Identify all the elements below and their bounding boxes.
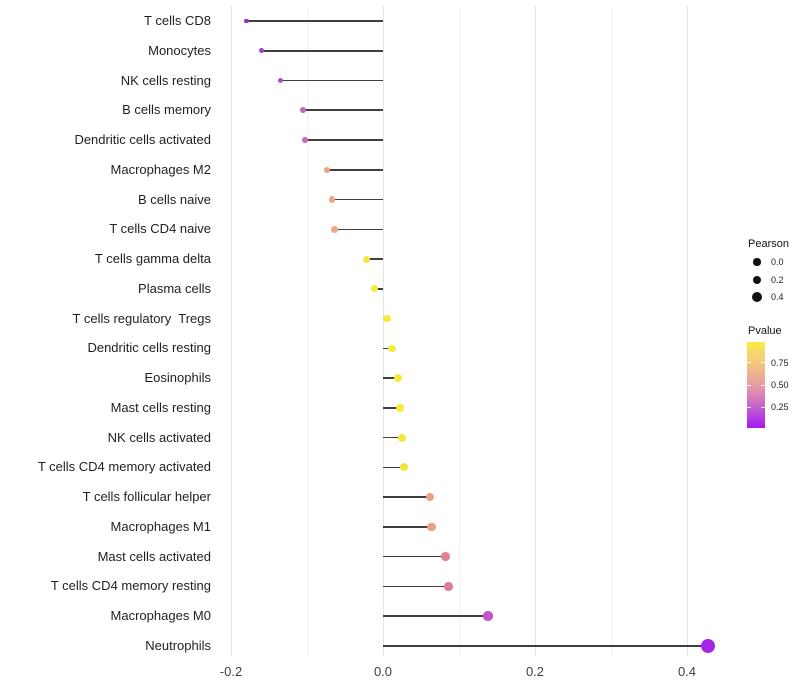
legend-size-label: 0.0 — [771, 257, 784, 267]
colorbar-tick — [747, 384, 751, 386]
lollipop-stick — [334, 228, 383, 231]
category-label: Neutrophils — [145, 637, 211, 653]
category-label: Eosinophils — [144, 370, 212, 386]
category-label: Plasma cells — [138, 280, 211, 296]
lollipop-stick — [332, 198, 383, 201]
x-tick-label: -0.2 — [219, 664, 243, 679]
data-point-dot — [483, 611, 493, 621]
category-label: NK cells activated — [107, 429, 211, 445]
lollipop-stick — [383, 585, 449, 588]
lollipop-stick — [261, 49, 383, 52]
lollipop-stick — [383, 466, 405, 469]
category-label: Dendritic cells activated — [74, 132, 211, 148]
data-point-dot — [243, 18, 249, 24]
lollipop-stick — [280, 79, 383, 82]
lollipop-stick — [383, 645, 709, 647]
category-label: Macrophages M1 — [110, 518, 211, 534]
category-label: Macrophages M0 — [110, 608, 211, 624]
data-point-dot — [362, 255, 370, 263]
legend-size-label: 0.4 — [771, 292, 784, 302]
category-label: Monocytes — [148, 42, 211, 58]
major-gridline — [534, 6, 536, 656]
x-tick-label: 0.2 — [525, 664, 545, 679]
category-label: Mast cells activated — [97, 548, 211, 564]
category-label: T cells CD4 naive — [109, 221, 211, 237]
category-label: T cells gamma delta — [94, 251, 211, 267]
data-point-dot — [258, 48, 264, 54]
category-label: Macrophages M2 — [110, 161, 211, 177]
data-point-dot — [371, 285, 379, 293]
category-label: T cells CD4 memory resting — [50, 578, 211, 594]
data-point-dot — [395, 404, 404, 412]
data-point-dot — [300, 107, 307, 114]
data-point-dot — [301, 137, 308, 143]
data-point-dot — [400, 463, 409, 472]
category-label: Dendritic cells resting — [87, 340, 211, 356]
legend-color-label: 0.25 — [771, 402, 789, 413]
colorbar-tick — [761, 362, 765, 364]
category-label: Mast cells resting — [110, 399, 211, 415]
colorbar-tick — [761, 406, 765, 408]
lollipop-stick — [303, 109, 383, 112]
lollipop-stick — [374, 288, 383, 290]
category-label: B cells naive — [138, 191, 211, 207]
data-point-dot — [323, 166, 330, 173]
legend-size-dot — [751, 291, 763, 303]
minor-gridline — [306, 6, 308, 656]
minor-gridline — [458, 6, 460, 656]
data-point-dot — [398, 433, 406, 442]
colorbar-tick — [747, 406, 751, 408]
legend-color-title: Pvalue — [748, 325, 782, 337]
pvalue-colorbar — [747, 342, 765, 428]
lollipop-stick — [366, 258, 383, 260]
data-point-dot — [701, 638, 716, 653]
category-label: B cells memory — [122, 102, 211, 118]
legend-color-label: 0.75 — [771, 357, 789, 368]
lollipop-stick — [383, 436, 402, 439]
x-tick-label: 0.4 — [677, 664, 697, 679]
major-gridline — [230, 6, 232, 656]
data-point-dot — [427, 522, 436, 532]
data-point-dot — [394, 374, 403, 382]
lollipop-stick — [383, 526, 432, 528]
legend-size-title: Pearson — [748, 238, 789, 250]
lollipop-stick — [383, 496, 431, 498]
legend-size-dot — [753, 258, 761, 266]
colorbar-tick — [761, 384, 765, 386]
lollipop-stick — [326, 169, 383, 171]
lollipop-stick — [383, 407, 400, 409]
lollipop-stick — [383, 615, 488, 617]
lollipop-stick — [246, 20, 383, 22]
category-label: T cells regulatory Tregs — [72, 310, 211, 326]
category-label: T cells CD8 — [144, 13, 211, 28]
colorbar-tick — [747, 362, 751, 364]
legend-size-label: 0.2 — [771, 275, 784, 285]
data-point-dot — [388, 344, 396, 353]
data-point-dot — [277, 77, 284, 84]
major-gridline — [686, 6, 688, 656]
category-label: T cells follicular helper — [82, 489, 211, 505]
lollipop-stick — [383, 377, 399, 379]
data-point-dot — [328, 196, 336, 203]
lollipop-stick — [383, 347, 393, 350]
data-point-dot — [331, 226, 338, 233]
x-tick-label: 0.0 — [373, 664, 393, 679]
lollipop-stick — [304, 139, 383, 141]
data-point-dot — [443, 582, 453, 591]
legend-size-dot — [752, 275, 762, 285]
minor-gridline — [610, 6, 612, 656]
category-label: NK cells resting — [120, 72, 211, 88]
data-point-dot — [440, 552, 450, 561]
data-point-dot — [425, 492, 435, 502]
major-gridline — [382, 6, 384, 656]
category-label: T cells CD4 memory activated — [37, 459, 211, 475]
data-point-dot — [383, 314, 391, 323]
legend-color-label: 0.50 — [771, 380, 789, 390]
lollipop-stick — [383, 555, 446, 558]
